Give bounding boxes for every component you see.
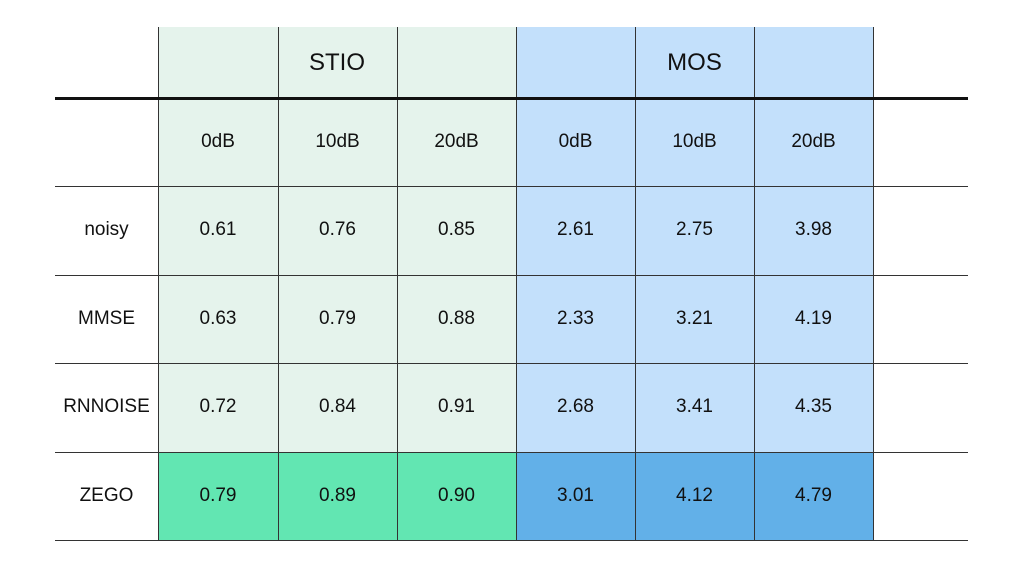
column-header-mos-10db: 10dB [672, 131, 717, 152]
column-header-mos-20db: 20dB [791, 131, 836, 152]
column-header-stio-10db: 10dB [315, 131, 360, 152]
value-cell: 3.21 [676, 307, 713, 329]
grid-vline [158, 27, 159, 540]
grid-vline [635, 27, 636, 540]
value-cell: 2.75 [676, 219, 713, 241]
column-header-mos-0db: 0dB [558, 131, 593, 152]
value-cell: 3.01 [516, 451, 635, 540]
grid-hline [55, 451, 968, 453]
header-rule [55, 97, 968, 100]
value-cell: 0.63 [199, 307, 237, 329]
value-cell: 0.61 [199, 219, 237, 241]
column-header-stio-0db: 0dB [201, 131, 235, 152]
value-cell: 0.89 [278, 451, 397, 540]
grid-hline [55, 186, 968, 187]
grid-vline [278, 27, 279, 540]
grid-hline [55, 363, 968, 364]
grid-vline [873, 27, 874, 540]
grid-hline [55, 274, 968, 276]
grid-vline [516, 27, 517, 540]
value-cell: 0.72 [199, 396, 237, 418]
value-cell: 3.98 [795, 219, 832, 241]
group-header-mos: MOS [667, 48, 722, 76]
value-cell: 0.79 [158, 451, 278, 540]
value-cell: 0.84 [319, 396, 356, 418]
grid-hline [55, 540, 968, 541]
value-cell: 4.79 [754, 451, 873, 540]
value-cell: 0.91 [438, 396, 475, 418]
value-cell: 4.12 [635, 451, 754, 540]
value-cell: 2.61 [557, 219, 594, 241]
grid-vline [397, 27, 398, 540]
value-cell: 0.88 [438, 307, 475, 329]
row-label-noisy: noisy [84, 219, 129, 241]
value-cell: 4.19 [795, 307, 832, 329]
value-cell: 2.33 [557, 307, 594, 329]
value-cell: 2.68 [557, 396, 594, 418]
value-cell: 0.90 [397, 451, 516, 540]
value-cell: 0.85 [438, 219, 475, 241]
row-label-mmse: MMSE [78, 307, 135, 329]
row-label-rnnoise: RNNOISE [63, 396, 150, 418]
value-cell: 0.79 [319, 307, 356, 329]
group-header-stio: STIO [308, 48, 365, 76]
value-cell: 3.41 [676, 396, 713, 418]
value-cell: 0.76 [319, 219, 356, 241]
value-cell: 4.35 [795, 396, 832, 418]
column-header-stio-20db: 20dB [434, 131, 479, 152]
row-label-zego: ZEGO [79, 484, 134, 506]
grid-vline [754, 27, 755, 540]
